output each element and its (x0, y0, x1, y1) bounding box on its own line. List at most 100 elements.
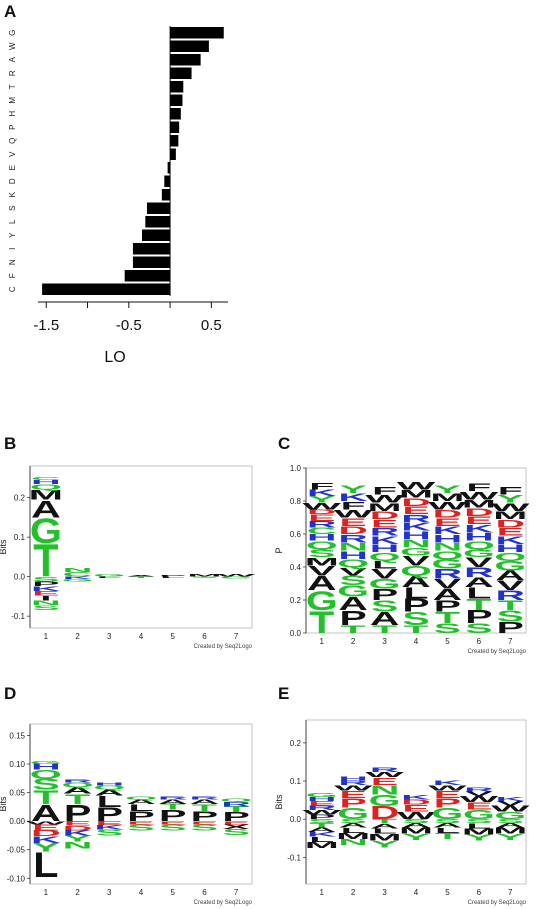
logo-letter-R: R (433, 567, 463, 582)
y-tick-label: -0.1 (287, 853, 301, 862)
x-tick-label: -1.5 (33, 317, 59, 334)
logo-letter-F: F (498, 485, 523, 497)
chart-b: 0.2 0.1 0.0 -0.1 Bits 1 2 3 4 5 6 7 Created by Seq2L… (0, 465, 256, 650)
y-tick-label: 0.05 (9, 789, 25, 798)
logo-letter-A: A (63, 786, 93, 796)
logo-letter-G: G (337, 805, 369, 823)
logo-letter-F: F (309, 482, 334, 492)
logo-letter-F: F (372, 485, 397, 497)
logo-letter-T: T (33, 786, 59, 808)
logo-letter-K: K (63, 829, 94, 838)
x-tick-label: 5 (170, 632, 175, 641)
logo-letter-V: V (497, 800, 525, 807)
logo-letter-P: P (159, 575, 187, 577)
logo-letter-S: S (465, 818, 492, 824)
bar-C (42, 283, 171, 295)
logo-letter-L: L (466, 822, 491, 830)
y-axis-label: P (274, 547, 284, 553)
logo-letter-E: E (340, 516, 367, 528)
bar-M (170, 94, 183, 106)
logo-letter-S: S (32, 604, 60, 611)
credit-text: Created by Seq2Logo (194, 900, 253, 906)
bar-F (124, 270, 171, 282)
logo-letter-V: V (497, 578, 525, 593)
logo-letter-Q: Q (306, 539, 338, 551)
logo-letter-W: W (397, 810, 437, 822)
logo-letter-C: C (307, 526, 337, 536)
logo-letter-Q: Q (62, 781, 94, 788)
logo-letter-R: R (370, 767, 400, 774)
y-tick-label: -0.05 (7, 846, 26, 855)
logo-letter-M: M (493, 826, 527, 835)
logo-letter-D: D (496, 518, 526, 530)
logo-letter-E: E (159, 820, 187, 825)
category-label-W: W (8, 42, 17, 50)
logo-letter-W: W (365, 493, 405, 505)
logo-letter-A: A (31, 801, 61, 827)
logo-letter-M: M (493, 509, 527, 521)
logo-letter-K: K (433, 780, 463, 787)
logo-letter-K: K (370, 534, 400, 546)
logo-letter-W: W (428, 784, 467, 792)
logo-letter-P: P (434, 597, 461, 615)
logo-letter-W: W (428, 499, 468, 511)
logo-letter-T: T (160, 803, 185, 812)
logo-letter-E: E (127, 820, 155, 825)
logo-letter-E: E (371, 518, 398, 530)
x-tick-label: 7 (508, 888, 513, 897)
logo-letter-G: G (463, 547, 495, 559)
logo-letter-S: S (308, 818, 335, 824)
logo-letter-K: K (307, 831, 337, 838)
logo-letter-P: P (96, 804, 124, 826)
chart-b-frame (29, 465, 253, 629)
x-tick-label: 1 (44, 888, 49, 897)
logo-letter-M: M (368, 832, 402, 842)
bar-N (132, 256, 171, 268)
logo-letter-V: V (465, 791, 493, 798)
logo-letter-H: H (370, 542, 400, 554)
logo-letter-A: A (126, 575, 156, 577)
logo-letter-A: A (307, 827, 337, 834)
logo-letter-Y: Y (64, 835, 92, 844)
logo-letter-N: N (338, 541, 368, 553)
x-tick-label: 3 (382, 888, 387, 897)
logo-letter-N: N (401, 537, 431, 549)
logo-letter-N: N (63, 840, 93, 850)
logo-letter-Y: Y (497, 832, 525, 841)
logo-letter-Y: Y (465, 833, 493, 842)
logo-letter-P: P (371, 586, 398, 604)
y-tick-label: -0.1 (11, 612, 25, 621)
x-tick-label: 1 (319, 637, 324, 646)
logo-letter-V: V (308, 563, 336, 578)
logo-letter-Y: Y (371, 839, 399, 849)
logo-letter-K: K (31, 585, 62, 592)
logo-letter-S: S (159, 823, 187, 832)
x-tick-label: 5 (445, 888, 450, 897)
logo-letter-P: P (340, 797, 367, 811)
x-tick-label: 7 (234, 632, 239, 641)
logo-letter-P: P (308, 814, 335, 821)
bar-V (170, 148, 176, 160)
logo-letter-R: R (370, 526, 400, 538)
logo-letter-R: R (221, 801, 251, 808)
logo-letter-T: T (65, 791, 90, 807)
logo-letter-A: A (307, 572, 337, 595)
logo-letter-T: T (435, 832, 460, 841)
logo-letter-L: L (372, 827, 397, 835)
chart-d: 0.15 0.10 0.05 0.00 -0.05 -0.10 Bits 1 2 3 4 5 6 7 Cre… (0, 723, 253, 906)
x-tick-label: 2 (351, 888, 356, 897)
logo-letter-H: H (307, 796, 337, 802)
logo-letter-H: H (433, 532, 463, 544)
x-tick-label: 5 (445, 637, 450, 646)
y-tick-label: 1.0 (290, 464, 302, 473)
logo-letter-T: T (309, 822, 334, 829)
logo-letter-W: W (302, 809, 341, 816)
logo-letter-D: D (338, 524, 368, 536)
logo-letter-M: M (462, 498, 496, 510)
logo-letter-X: X (222, 824, 250, 831)
logo-letter-A: A (190, 798, 220, 805)
logo-letter-D: D (370, 509, 400, 521)
logo-letter-E: E (32, 590, 60, 597)
logo-letter-N: N (338, 838, 368, 847)
